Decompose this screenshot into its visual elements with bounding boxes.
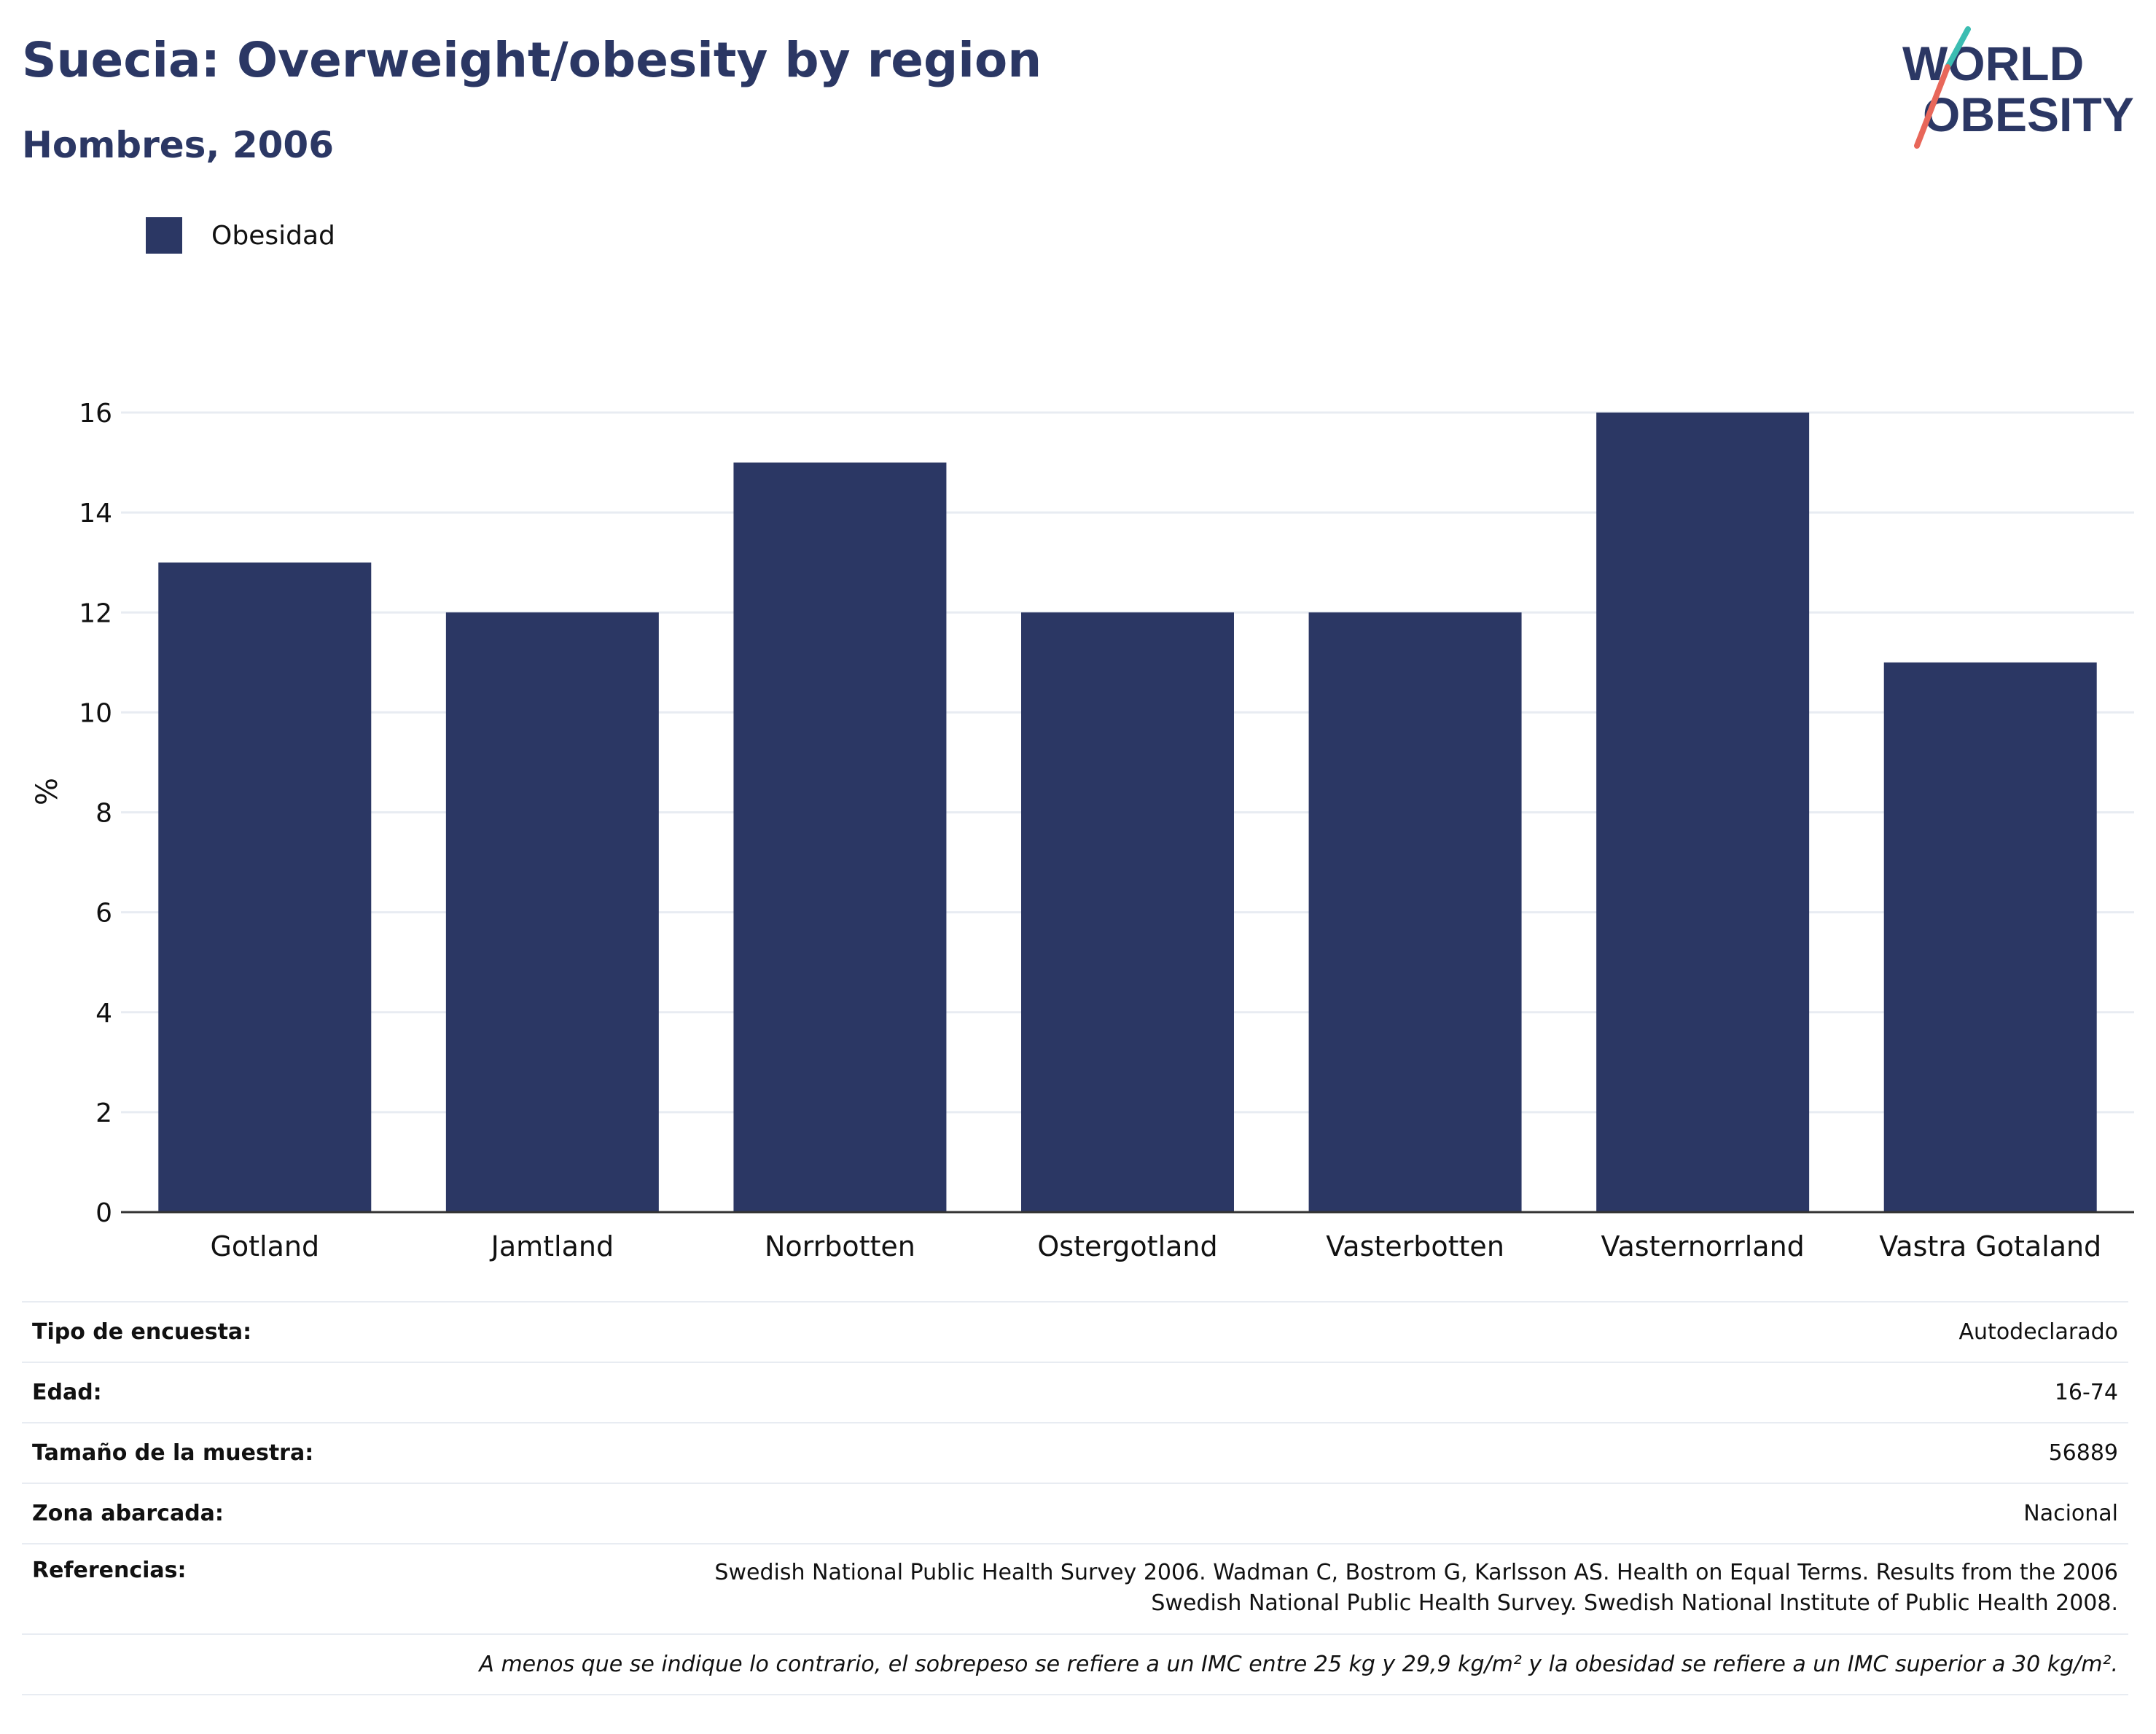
footnote: A menos que se indique lo contrario, el …	[479, 1652, 2118, 1677]
meta-row-references: Referencias: Swedish National Public Hea…	[22, 1543, 2128, 1633]
x-tick-label: Vasternorrland	[1601, 1230, 1804, 1262]
chart-subtitle: Hombres, 2006	[22, 124, 334, 166]
legend-label-obesidad: Obesidad	[211, 220, 335, 251]
y-tick-label: 14	[79, 499, 112, 528]
y-tick-label: 6	[95, 899, 112, 929]
x-tick-label: Norrbotten	[765, 1230, 915, 1262]
meta-row-sample-size: Tamaño de la muestra: 56889	[22, 1422, 2128, 1483]
reference-line-2: Swedish National Public Health Survey. S…	[1151, 1590, 2118, 1616]
bar-ostergotland	[1021, 612, 1234, 1212]
meta-key: Tipo de encuesta:	[32, 1319, 252, 1345]
reference-line-1: Swedish National Public Health Survey 20…	[714, 1560, 2118, 1585]
meta-value: Swedish National Public Health Survey 20…	[714, 1558, 2118, 1619]
y-axis-title: %	[31, 778, 64, 805]
bars	[158, 413, 2097, 1212]
y-tick-label: 12	[79, 598, 112, 628]
world-obesity-logo: WORLD OBESITY	[1902, 26, 2134, 149]
footnote-row: A menos que se indique lo contrario, el …	[22, 1633, 2128, 1695]
x-tick-label: Ostergotland	[1037, 1230, 1217, 1262]
bar-jamtland	[445, 612, 659, 1212]
meta-value: Autodeclarado	[1958, 1319, 2118, 1345]
bar-vastra-gotaland	[1883, 662, 2097, 1212]
bar-chart: 0 2 4 6 8 10 12 14 16 Gotland Jamtland Norrbotten O…	[31, 399, 2134, 1262]
meta-row-age: Edad: 16-74	[22, 1362, 2128, 1422]
x-tick-label: Vastra Gotaland	[1879, 1230, 2101, 1262]
x-tick-label: Gotland	[210, 1230, 319, 1262]
y-tick-label: 8	[95, 799, 112, 829]
meta-value: 16-74	[2054, 1379, 2118, 1405]
y-tick-labels: 0 2 4 6 8 10 12 14 16	[79, 399, 112, 1228]
legend: Obesidad	[146, 217, 335, 254]
meta-row-area: Zona abarcada: Nacional	[22, 1483, 2128, 1543]
legend-swatch-obesidad	[146, 217, 182, 254]
x-tick-label: Jamtland	[490, 1230, 614, 1262]
meta-key: Edad:	[32, 1380, 102, 1405]
meta-key: Referencias:	[32, 1558, 187, 1583]
meta-key: Zona abarcada:	[32, 1501, 224, 1526]
meta-key: Tamaño de la muestra:	[32, 1440, 314, 1466]
bar-gotland	[158, 562, 372, 1212]
logo-text-obesity: OBESITY	[1923, 87, 2134, 141]
bar-norrbotten	[733, 462, 947, 1212]
y-tick-label: 0	[95, 1198, 112, 1228]
x-tick-labels: Gotland Jamtland Norrbotten Ostergotland Vas…	[210, 1230, 2101, 1262]
meta-row-survey-type: Tipo de encuesta: Autodeclarado	[22, 1301, 2128, 1362]
logo-text-world: WORLD	[1902, 36, 2084, 90]
chart-title: Suecia: Overweight/obesity by region	[22, 32, 1042, 88]
logo-slash-teal	[1945, 26, 1971, 70]
y-tick-label: 10	[79, 698, 112, 728]
y-tick-label: 4	[95, 999, 112, 1028]
y-tick-label: 2	[95, 1098, 112, 1128]
bar-vasterbotten	[1308, 612, 1522, 1212]
meta-value: Nacional	[2023, 1500, 2118, 1526]
meta-value: 56889	[2048, 1440, 2118, 1466]
survey-metadata: Tipo de encuesta: Autodeclarado Edad: 16…	[22, 1301, 2128, 1695]
x-tick-label: Vasterbotten	[1326, 1230, 1504, 1262]
y-tick-label: 16	[79, 399, 112, 429]
bar-vasternorrland	[1596, 413, 1810, 1212]
logo-slash-coral	[1914, 64, 1950, 149]
